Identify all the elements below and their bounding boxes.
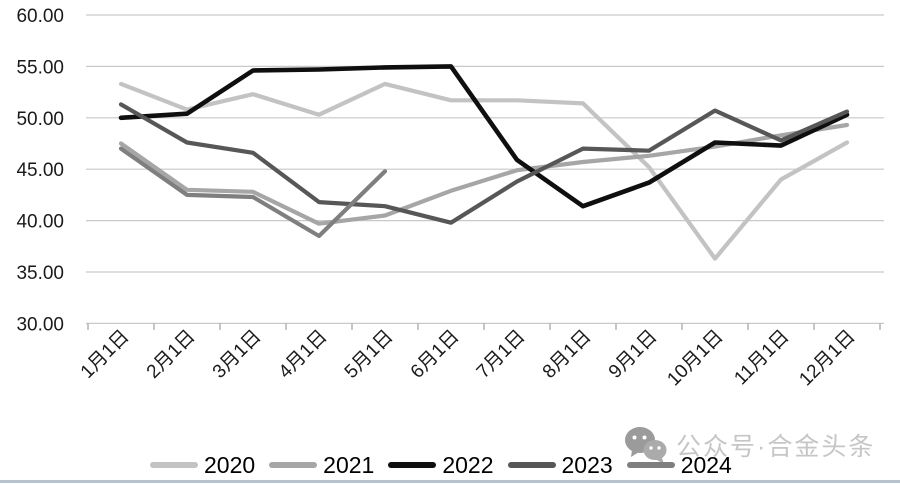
x-axis-tick-label: 3月1日 bbox=[209, 326, 266, 383]
y-axis-tick-label: 55.00 bbox=[16, 57, 64, 78]
legend-swatch-2021 bbox=[269, 462, 318, 468]
series-line-2022 bbox=[118, 64, 850, 209]
legend-label-2024: 2024 bbox=[680, 452, 732, 478]
x-axis-tick-label: 11月1日 bbox=[730, 326, 793, 389]
legend-item-2024: 2024 bbox=[626, 452, 732, 478]
legend-item-2020: 2020 bbox=[150, 453, 255, 477]
x-axis-tick-label: 4月1日 bbox=[275, 326, 332, 383]
legend-item-2023: 2023 bbox=[507, 452, 613, 478]
legend-label-2023: 2023 bbox=[561, 452, 613, 478]
series-line-2020 bbox=[118, 81, 850, 261]
chart-legend: 2020 2021 2022 2023 2024 bbox=[150, 453, 732, 477]
x-axis-tick-label: 1月1日 bbox=[77, 326, 134, 383]
legend-label-2021: 2021 bbox=[323, 452, 375, 478]
series-line-2023 bbox=[118, 102, 850, 225]
bottom-divider bbox=[0, 480, 900, 483]
y-axis-tick-label: 60.00 bbox=[16, 6, 64, 27]
x-axis-tick-label: 8月1日 bbox=[539, 326, 596, 383]
x-axis-tick-label: 5月1日 bbox=[341, 326, 398, 383]
watermark-text: 公众号·合金头条 bbox=[676, 433, 876, 461]
line-chart: 60.00 55.00 50.00 45.00 40.00 35.00 30.00 1月1日 2… bbox=[16, 6, 884, 390]
x-axis-tick-label: 12月1日 bbox=[795, 326, 859, 390]
legend-swatch-2020 bbox=[150, 462, 198, 468]
wechat-icon bbox=[625, 427, 667, 464]
legend-swatch-2024 bbox=[626, 462, 675, 468]
legend-label-2022: 2022 bbox=[442, 452, 494, 478]
x-axis-tick-label: 2月1日 bbox=[143, 326, 200, 383]
x-axis-tick-label: 7月1日 bbox=[473, 326, 530, 383]
x-axis-tick-label: 10月1日 bbox=[663, 326, 727, 390]
y-axis-tick-label: 45.00 bbox=[16, 160, 64, 181]
series-line-2024 bbox=[118, 146, 388, 239]
legend-item-2022: 2022 bbox=[388, 452, 494, 478]
legend-label-2020: 2020 bbox=[204, 452, 256, 478]
legend-swatch-2022 bbox=[388, 462, 437, 468]
watermark: 公众号·合金头条 bbox=[622, 424, 875, 466]
legend-item-2021: 2021 bbox=[269, 453, 374, 477]
x-axis-tick-label: 6月1日 bbox=[407, 326, 464, 383]
legend-swatch-2023 bbox=[507, 462, 556, 468]
x-axis-tick-label: 9月1日 bbox=[605, 326, 662, 383]
series-line-2021 bbox=[118, 122, 850, 226]
y-axis-tick-label: 50.00 bbox=[16, 109, 64, 130]
y-axis-tick-label: 30.00 bbox=[16, 314, 64, 335]
y-axis-tick-label: 40.00 bbox=[16, 212, 64, 233]
y-axis-tick-label: 35.00 bbox=[16, 263, 64, 284]
